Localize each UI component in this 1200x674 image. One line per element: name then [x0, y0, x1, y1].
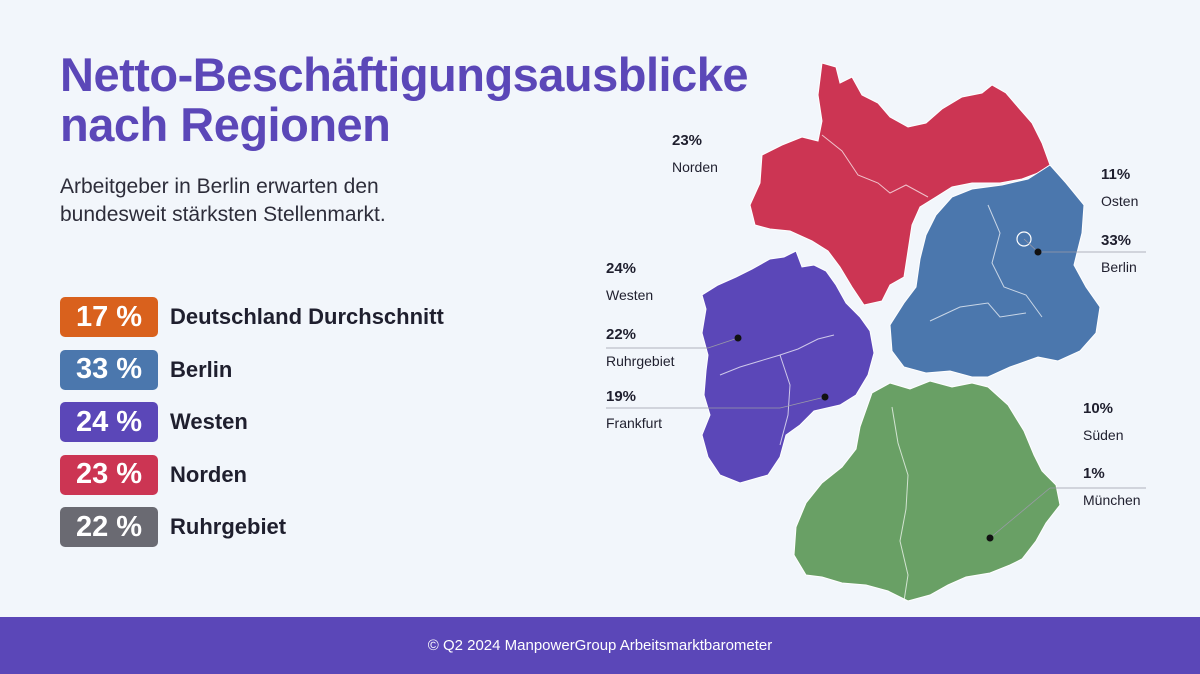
region-osten: [889, 164, 1101, 378]
legend-row-berlin: 33 % Berlin: [60, 344, 444, 397]
annotation-frankfurt: 19% Frankfurt: [606, 387, 662, 432]
legend-badge-westen: 24 %: [60, 402, 158, 443]
annotation-westen-label: Westen: [606, 287, 654, 303]
annotation-muenchen-pct: 1%: [1083, 465, 1105, 482]
legend-row-westen: 24 % Westen: [60, 396, 444, 449]
annotation-osten-pct: 11%: [1101, 166, 1131, 183]
subtitle-line-2: bundesweit stärksten Stellenmarkt.: [60, 203, 386, 226]
legend-badge-norden: 23 %: [60, 454, 158, 495]
leader-line-muenchen: [989, 487, 1051, 539]
legend: 17 % Deutschland Durchschnitt 33 % Berli…: [60, 291, 444, 554]
legend-label-norden: Norden: [170, 461, 247, 487]
annotation-sueden-pct: 10%: [1083, 400, 1114, 417]
annotation-westen-pct: 24%: [606, 260, 637, 277]
annotation-sueden: 10% Süden: [1083, 399, 1123, 444]
germany-map: [606, 62, 1146, 602]
annotation-ruhrgebiet: 22% Ruhrgebiet: [606, 325, 675, 370]
footer: © Q2 2024 ManpowerGroup Arbeitsmarktbaro…: [0, 617, 1200, 674]
state-boundary: [779, 354, 791, 446]
annotation-frankfurt-pct: 19%: [606, 388, 637, 405]
dot-frankfurt: [821, 393, 829, 401]
annotation-osten-label: Osten: [1101, 193, 1139, 209]
dot-muenchen: [986, 534, 994, 542]
annotation-sueden-label: Süden: [1083, 427, 1124, 443]
dot-berlin: [1034, 248, 1042, 256]
annotation-norden-pct: 23%: [672, 132, 703, 149]
annotation-norden: 23% Norden: [672, 131, 718, 176]
footer-text: © Q2 2024 ManpowerGroup Arbeitsmarktbaro…: [427, 637, 773, 654]
title-line-2: nach Regionen: [60, 98, 391, 151]
annotation-osten: 11% Osten: [1101, 165, 1138, 210]
dot-ruhrgebiet: [734, 334, 742, 342]
region-sueden: [793, 380, 1061, 602]
legend-row-ruhrgebiet: 22 % Ruhrgebiet: [60, 501, 444, 554]
legend-badge-average: 17 %: [60, 297, 158, 338]
legend-label-ruhrgebiet: Ruhrgebiet: [170, 514, 287, 540]
annotation-berlin-label: Berlin: [1101, 259, 1137, 275]
legend-label-westen: Westen: [170, 409, 248, 435]
berlin-marker: [1016, 231, 1032, 247]
legend-row-average: 17 % Deutschland Durchschnitt: [60, 291, 444, 344]
legend-badge-berlin: 33 %: [60, 349, 158, 390]
annotation-berlin: 33% Berlin: [1101, 231, 1137, 276]
legend-badge-ruhrgebiet: 22 %: [60, 507, 158, 548]
annotation-westen: 24% Westen: [606, 259, 653, 304]
leader-line-frankfurt-diagonal: [779, 396, 826, 409]
page-title: Netto-Beschäftigungsausblicke nach Regio…: [60, 50, 820, 150]
annotation-ruhrgebiet-pct: 22%: [606, 326, 637, 343]
annotation-muenchen-label: München: [1083, 492, 1141, 508]
subtitle: Arbeitgeber in Berlin erwarten den bunde…: [60, 173, 540, 229]
state-boundary: [821, 134, 929, 198]
annotation-berlin-pct: 33%: [1101, 232, 1132, 249]
leader-line-ruhrgebiet-diagonal: [707, 337, 739, 349]
annotation-frankfurt-label: Frankfurt: [606, 415, 663, 431]
annotation-ruhrgebiet-label: Ruhrgebiet: [606, 353, 675, 369]
legend-label-average: Deutschland Durchschnitt: [170, 304, 444, 330]
title-line-1: Netto-Beschäftigungsausblicke: [60, 48, 749, 101]
subtitle-line-1: Arbeitgeber in Berlin erwarten den: [60, 175, 379, 198]
legend-label-berlin: Berlin: [170, 356, 233, 382]
region-norden: [749, 62, 1051, 306]
state-boundary: [929, 302, 1027, 322]
legend-row-norden: 23 % Norden: [60, 449, 444, 502]
annotation-norden-label: Norden: [672, 159, 718, 175]
annotation-muenchen: 1% München: [1083, 464, 1141, 509]
state-boundary: [891, 406, 909, 602]
region-westen: [701, 250, 875, 484]
state-boundary: [987, 204, 1043, 318]
